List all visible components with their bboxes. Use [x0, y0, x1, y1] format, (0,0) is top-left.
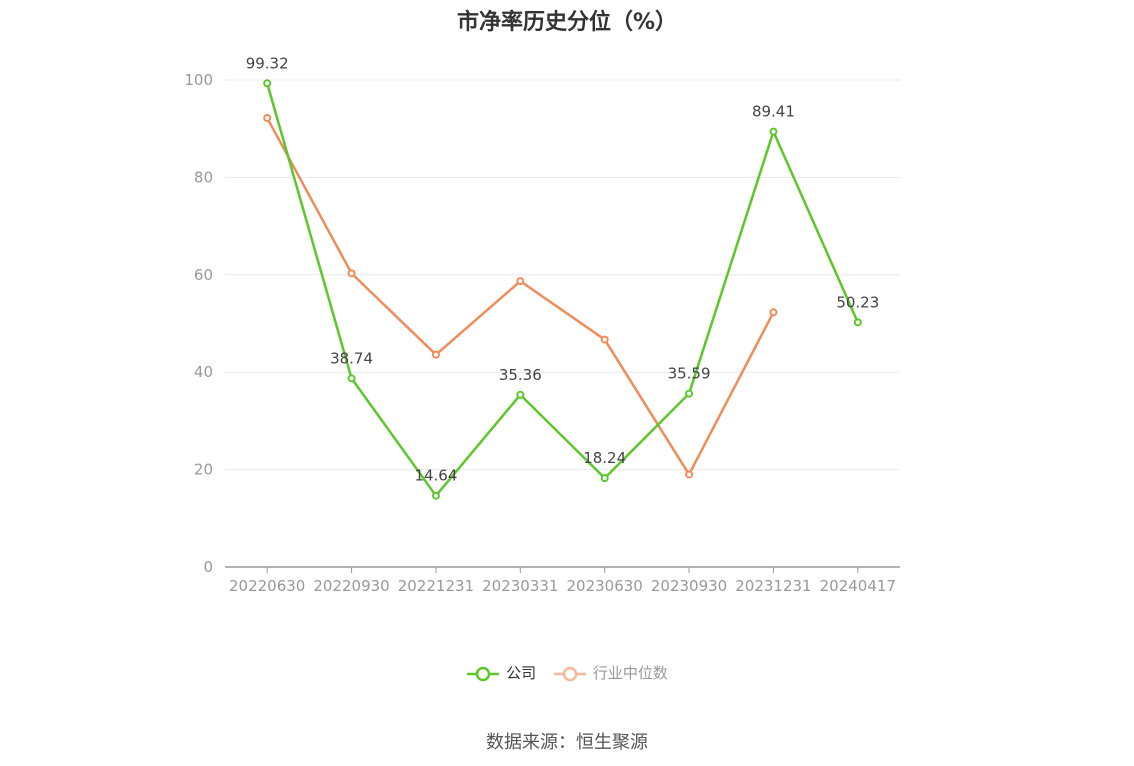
legend-industry-icon	[553, 666, 586, 681]
data-labels: 99.32 38.74 14.64 35.36 18.24 35.59 89.41 50.23	[246, 54, 880, 484]
data-label-4: 18.24	[583, 449, 626, 467]
legend-industry-label: 行业中位数	[592, 664, 668, 682]
line-chart: 0 20 40 60 80 100 20220630 20220930 20221231 2023…	[184, 54, 900, 595]
data-point-s0-1[interactable]	[347, 374, 356, 383]
data-point-s1-3[interactable]	[516, 277, 525, 286]
y-tick-label-0: 0	[203, 558, 213, 576]
data-point-s0-7[interactable]	[853, 318, 862, 327]
data-source: 数据来源：恒生聚源	[486, 732, 648, 753]
chart-title: 市净率历史分位（%）	[456, 10, 678, 35]
data-point-s1-5[interactable]	[685, 470, 694, 479]
data-point-s1-2[interactable]	[431, 350, 440, 359]
series	[263, 79, 862, 500]
data-label-5: 35.59	[668, 365, 711, 383]
x-tick-label-20230331: 20230331	[482, 577, 558, 595]
data-label-7: 50.23	[836, 293, 879, 311]
data-label-0: 99.32	[246, 54, 289, 72]
data-point-s1-1[interactable]	[347, 269, 356, 278]
data-point-s0-3[interactable]	[516, 390, 525, 399]
data-point-s1-4[interactable]	[600, 335, 609, 344]
data-label-6: 89.41	[752, 103, 795, 121]
data-point-s0-5[interactable]	[685, 389, 694, 398]
legend: 公司 行业中位数	[0, 662, 1134, 683]
x-tick-label-20220930: 20220930	[313, 577, 389, 595]
data-point-s1-0[interactable]	[263, 113, 272, 122]
data-point-s1-6[interactable]	[769, 308, 778, 317]
data-point-s0-6[interactable]	[769, 127, 778, 136]
y-tick-label-20: 20	[194, 461, 213, 479]
data-label-3: 35.36	[499, 366, 542, 384]
y-tick-label-80: 80	[194, 168, 213, 186]
data-point-s0-4[interactable]	[600, 474, 609, 483]
x-tick-label-20240417: 20240417	[820, 577, 896, 595]
x-tick-label-20220630: 20220630	[229, 577, 305, 595]
x-tick-label-20221231: 20221231	[398, 577, 474, 595]
series-line-1	[266, 117, 775, 476]
data-point-s0-2[interactable]	[431, 491, 440, 500]
x-tick-label-20231231: 20231231	[735, 577, 811, 595]
y-tick-label-40: 40	[194, 363, 213, 381]
legend-company-label: 公司	[506, 664, 537, 682]
y-tick-label-60: 60	[194, 266, 213, 284]
legend-item-company[interactable]: 公司	[466, 662, 536, 683]
y-tick-label-100: 100	[184, 71, 213, 89]
x-tick-label-20230930: 20230930	[651, 577, 727, 595]
data-label-1: 38.74	[330, 349, 373, 367]
grid-lines	[225, 79, 900, 471]
legend-company-icon	[467, 666, 500, 681]
data-label-2: 14.64	[414, 467, 457, 485]
axes: 0 20 40 60 80 100 20220630 20220930 20221231 2023…	[184, 71, 900, 595]
x-tick-label-20230630: 20230630	[567, 577, 643, 595]
legend-item-industry-median[interactable]: 行业中位数	[553, 662, 668, 683]
series-line-0	[265, 82, 859, 497]
data-point-s0-0[interactable]	[263, 79, 272, 88]
